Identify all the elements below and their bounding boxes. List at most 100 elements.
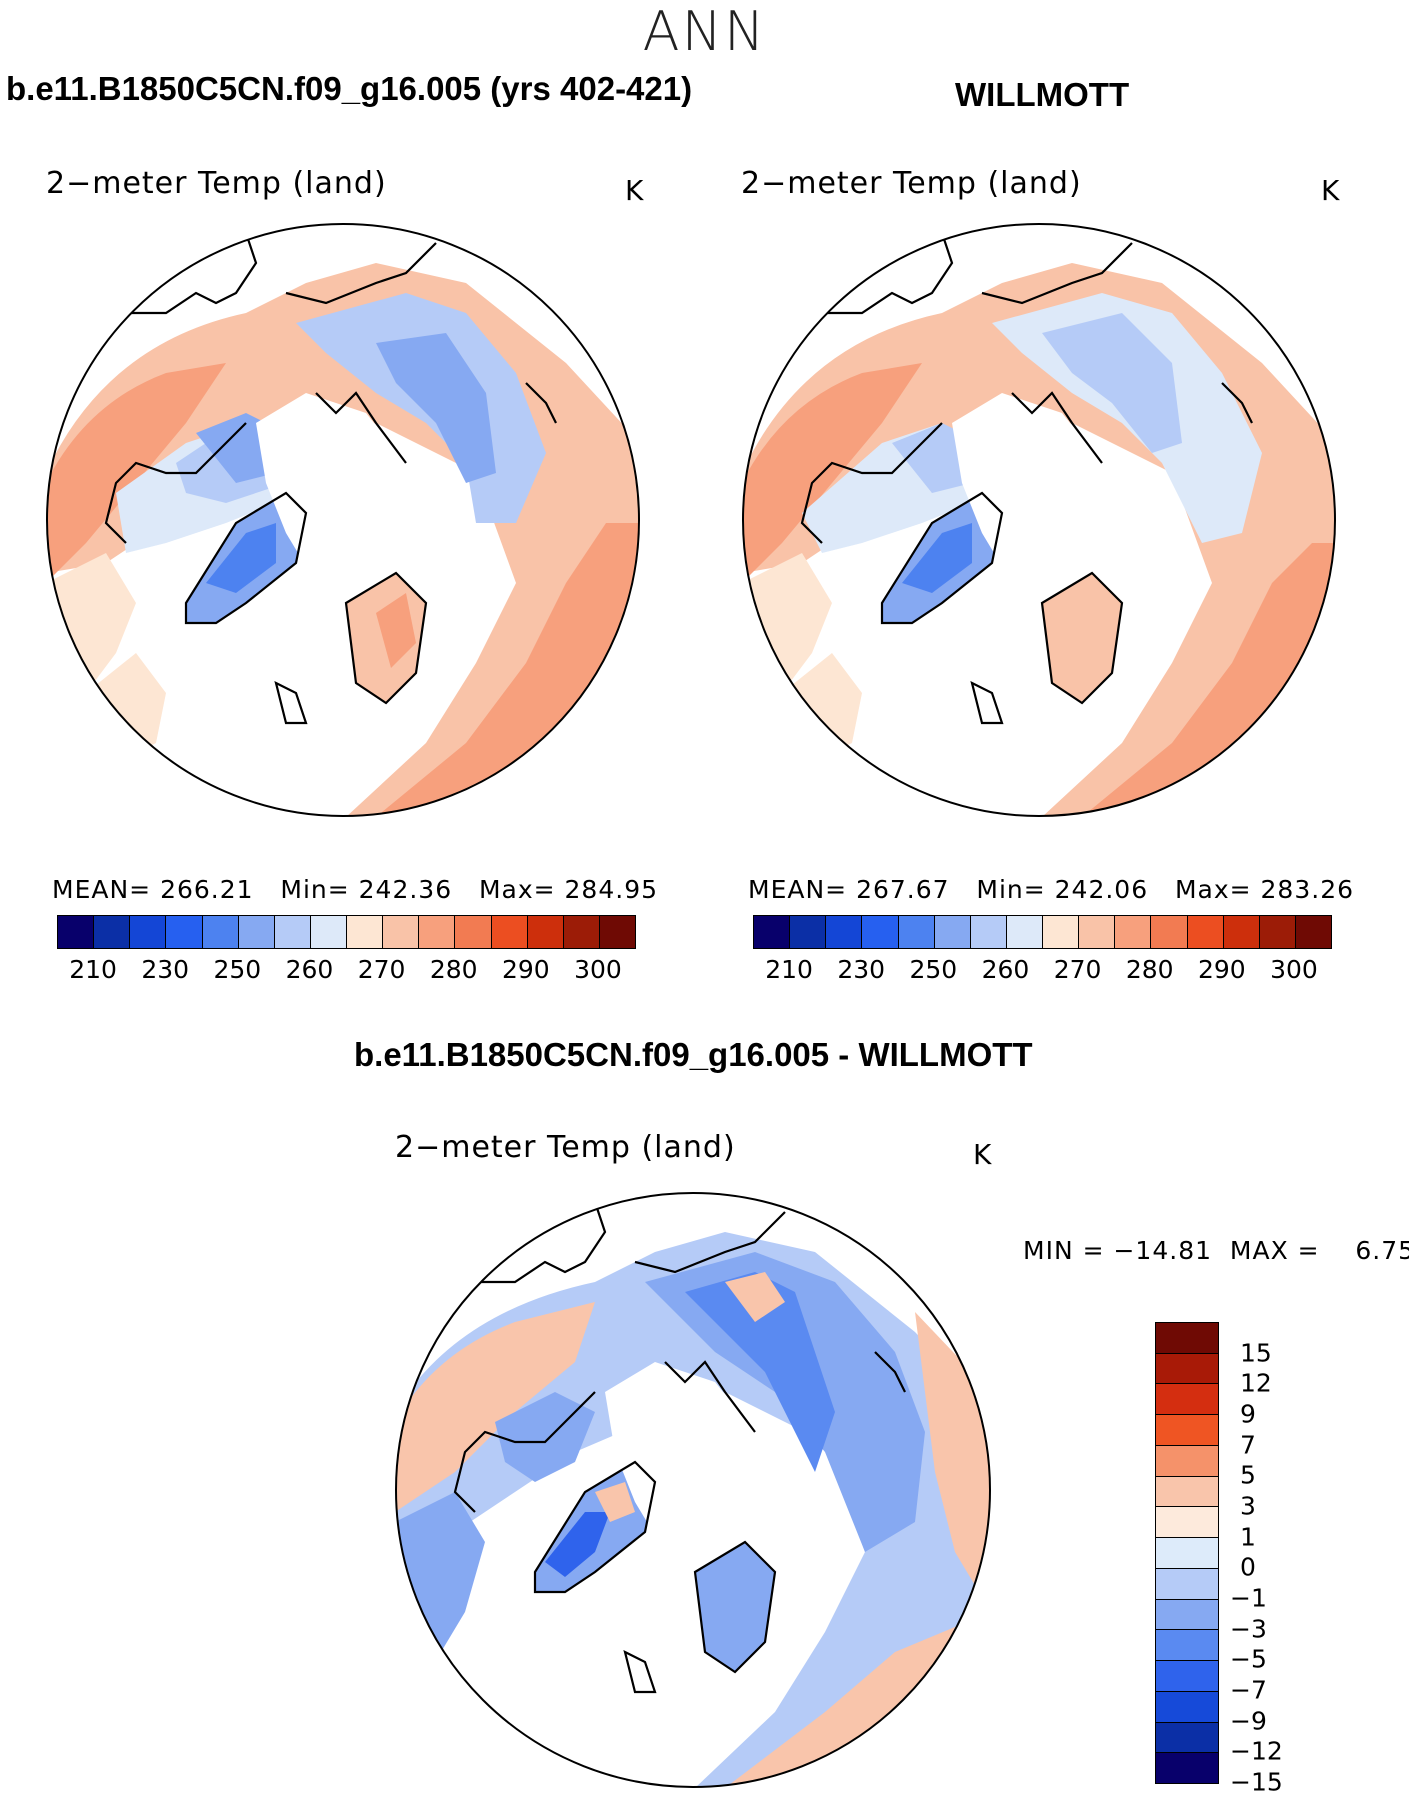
colorbar-box bbox=[238, 916, 275, 948]
colorbar-box bbox=[1156, 1323, 1218, 1354]
obs-stats: MEAN= 267.67 Min= 242.06 Max= 283.26 bbox=[748, 875, 1355, 904]
colorbar-tick-label: 300 bbox=[574, 955, 622, 984]
colorbar-tick-label: 270 bbox=[1053, 955, 1102, 984]
colorbar-box bbox=[383, 916, 420, 948]
model-colorbar bbox=[57, 915, 636, 949]
colorbar-tick-label: 230 bbox=[837, 955, 886, 984]
colorbar-box bbox=[1079, 916, 1116, 948]
colorbar-box bbox=[1043, 916, 1080, 948]
colorbar-box bbox=[166, 916, 203, 948]
colorbar-tick-label: −9 bbox=[1230, 1706, 1267, 1736]
colorbar-box bbox=[934, 916, 971, 948]
colorbar-box bbox=[94, 916, 131, 948]
obs-field-title: 2−meter Temp (land) bbox=[741, 166, 1082, 201]
colorbar-box bbox=[1156, 1568, 1218, 1600]
colorbar-tick-label: 15 bbox=[1240, 1338, 1272, 1368]
colorbar-box bbox=[1187, 916, 1224, 948]
colorbar-tick-label: 300 bbox=[1270, 955, 1318, 984]
model-colorbar-ticks: 210 230 250 260 270 280 290 300 bbox=[57, 955, 634, 985]
colorbar-box bbox=[1295, 916, 1331, 948]
colorbar-box bbox=[1156, 1476, 1218, 1508]
colorbar-box bbox=[790, 916, 827, 948]
colorbar-box bbox=[491, 916, 528, 948]
diff-units: K bbox=[973, 1138, 992, 1171]
model-case-title: b.e11.B1850C5CN.f09_g16.005 (yrs 402-421… bbox=[6, 70, 693, 107]
colorbar-tick-label: 3 bbox=[1240, 1491, 1256, 1521]
colorbar-box bbox=[1006, 916, 1043, 948]
model-units: K bbox=[625, 174, 644, 207]
colorbar-box bbox=[563, 916, 600, 948]
colorbar-box bbox=[202, 916, 239, 948]
colorbar-tick-label: 210 bbox=[765, 955, 813, 984]
colorbar-tick-label: 1 bbox=[1240, 1522, 1256, 1552]
colorbar-box bbox=[599, 916, 635, 948]
diff-polar-map bbox=[395, 1192, 991, 1788]
colorbar-tick-label: −5 bbox=[1230, 1644, 1267, 1674]
colorbar-box bbox=[58, 916, 95, 948]
colorbar-box bbox=[1156, 1507, 1218, 1539]
colorbar-tick-label: −7 bbox=[1230, 1675, 1267, 1705]
colorbar-box bbox=[1156, 1691, 1218, 1723]
diff-field-title: 2−meter Temp (land) bbox=[395, 1130, 736, 1165]
obs-colorbar bbox=[753, 915, 1332, 949]
colorbar-tick-label: 260 bbox=[285, 955, 334, 984]
colorbar-tick-label: 290 bbox=[1197, 955, 1246, 984]
colorbar-box bbox=[419, 916, 456, 948]
colorbar-box bbox=[1156, 1722, 1218, 1754]
model-polar-map bbox=[46, 223, 640, 817]
diff-colorbar bbox=[1155, 1322, 1219, 1784]
colorbar-box bbox=[1156, 1753, 1218, 1784]
colorbar-tick-label: 5 bbox=[1240, 1460, 1256, 1490]
colorbar-box bbox=[862, 916, 899, 948]
colorbar-tick-label: 280 bbox=[429, 955, 478, 984]
colorbar-box bbox=[1156, 1661, 1218, 1692]
colorbar-box bbox=[1223, 916, 1260, 948]
colorbar-box bbox=[826, 916, 863, 948]
colorbar-tick-label: 210 bbox=[69, 955, 117, 984]
colorbar-box bbox=[1156, 1599, 1218, 1631]
colorbar-box bbox=[1156, 1353, 1218, 1385]
colorbar-box bbox=[1156, 1538, 1218, 1569]
colorbar-tick-label: −12 bbox=[1230, 1736, 1283, 1766]
colorbar-tick-label: 270 bbox=[357, 955, 406, 984]
colorbar-tick-label: −15 bbox=[1230, 1767, 1283, 1797]
colorbar-tick-label: 250 bbox=[909, 955, 958, 984]
colorbar-box bbox=[130, 916, 167, 948]
colorbar-tick-label: 9 bbox=[1240, 1399, 1256, 1429]
colorbar-box bbox=[1156, 1630, 1218, 1662]
obs-case-title: WILLMOTT bbox=[955, 76, 1130, 113]
colorbar-tick-label: −1 bbox=[1230, 1583, 1267, 1613]
colorbar-tick-label: 290 bbox=[501, 955, 550, 984]
obs-polar-map bbox=[742, 223, 1336, 817]
obs-units: K bbox=[1321, 174, 1340, 207]
colorbar-box bbox=[310, 916, 347, 948]
diff-case-title: b.e11.B1850C5CN.f09_g16.005 - WILLMOTT bbox=[354, 1036, 1033, 1073]
colorbar-box bbox=[1156, 1384, 1218, 1416]
diff-stats: MIN = −14.81 MAX = 6.75 bbox=[1023, 1236, 1409, 1265]
colorbar-tick-label: 280 bbox=[1125, 955, 1174, 984]
colorbar-tick-label: 230 bbox=[141, 955, 190, 984]
colorbar-box bbox=[1156, 1415, 1218, 1446]
colorbar-tick-label: 7 bbox=[1240, 1430, 1256, 1460]
colorbar-box bbox=[1259, 916, 1296, 948]
colorbar-box bbox=[274, 916, 311, 948]
obs-colorbar-ticks: 210 230 250 260 270 280 290 300 bbox=[753, 955, 1330, 985]
colorbar-tick-label: −3 bbox=[1230, 1614, 1267, 1644]
colorbar-tick-label: 12 bbox=[1240, 1368, 1272, 1398]
colorbar-box bbox=[347, 916, 384, 948]
colorbar-box bbox=[970, 916, 1007, 948]
colorbar-box bbox=[455, 916, 492, 948]
diff-colorbar-ticks: 15 12 9 7 5 3 1 0 −1 −3 −5 −7 −9 −12 −15 bbox=[1230, 1322, 1300, 1796]
colorbar-box bbox=[754, 916, 791, 948]
colorbar-box bbox=[1151, 916, 1188, 948]
season-title: ANN bbox=[642, 0, 767, 63]
colorbar-tick-label: 0 bbox=[1240, 1552, 1256, 1582]
colorbar-tick-label: 250 bbox=[213, 955, 262, 984]
colorbar-box bbox=[898, 916, 935, 948]
model-stats: MEAN= 266.21 Min= 242.36 Max= 284.95 bbox=[52, 875, 659, 904]
colorbar-box bbox=[1156, 1445, 1218, 1477]
colorbar-tick-label: 260 bbox=[981, 955, 1030, 984]
colorbar-box bbox=[527, 916, 564, 948]
colorbar-box bbox=[1115, 916, 1152, 948]
model-field-title: 2−meter Temp (land) bbox=[46, 166, 387, 201]
